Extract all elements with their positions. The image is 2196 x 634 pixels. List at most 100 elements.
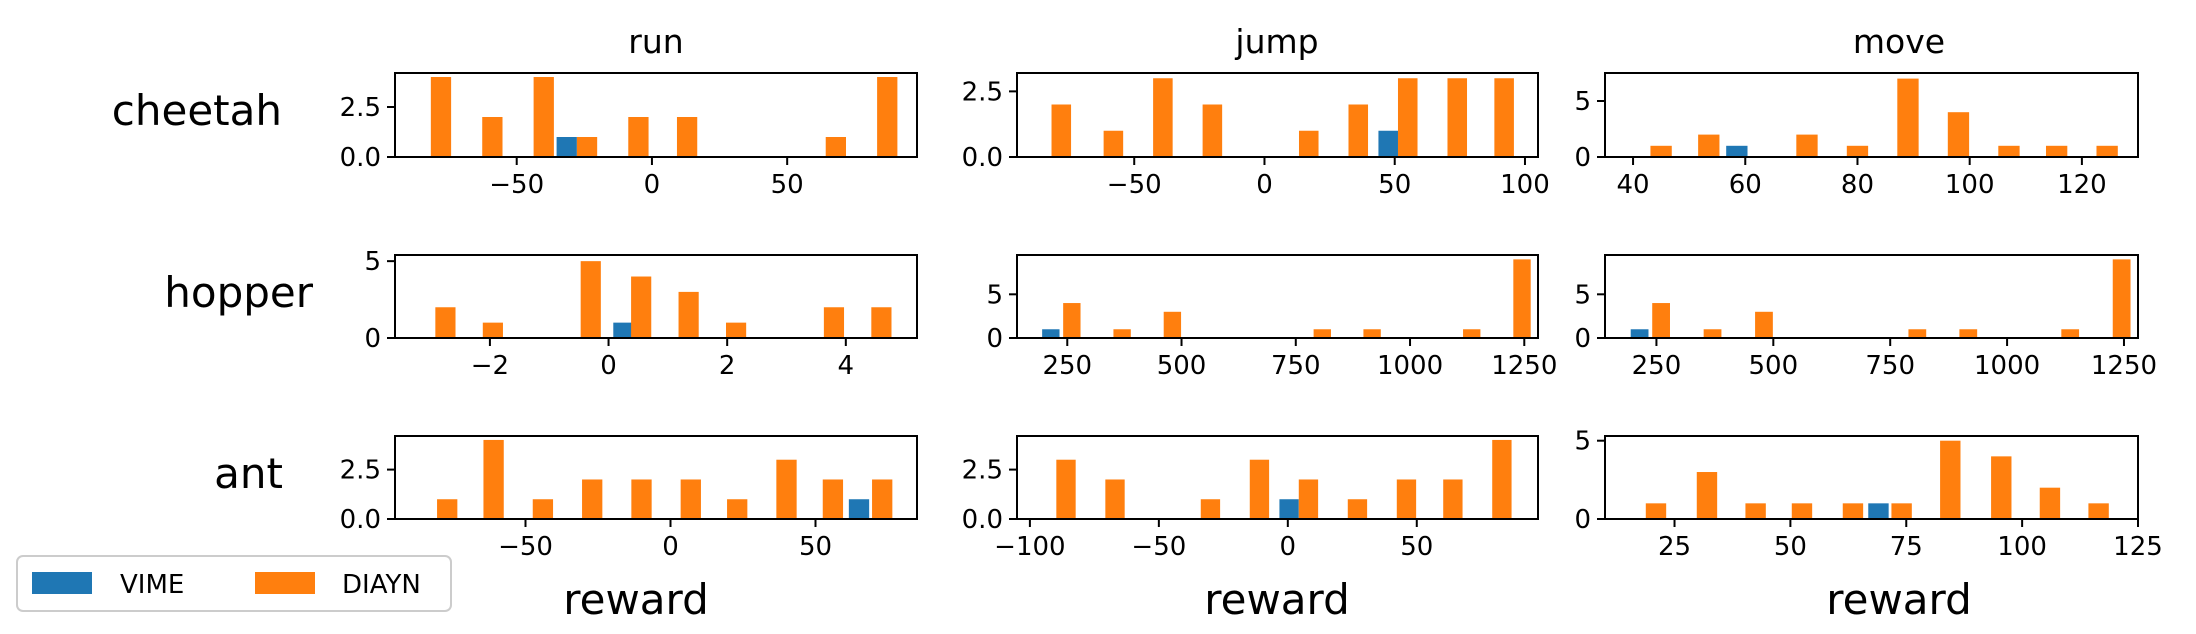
column-title-jump: jump xyxy=(1234,22,1318,61)
panel-ant-move: 25 50 75 100 125 0 5 xyxy=(1574,427,2162,562)
bar-diayn xyxy=(1991,456,2012,519)
bar-diayn xyxy=(1998,145,2020,157)
bar-diayn xyxy=(1103,130,1124,157)
row-label-ant: ant xyxy=(214,449,283,498)
x-axis-label-move: reward xyxy=(1826,575,1971,624)
bar-diayn xyxy=(1153,78,1173,157)
x-tick-label: 0 xyxy=(662,532,679,562)
panel-cheetah-run: −50 0 50 0.0 2.5 xyxy=(340,72,918,200)
bar-diayn xyxy=(825,137,846,157)
panel-ant-jump: −100 −50 0 50 0.0 2.5 xyxy=(962,435,1539,562)
bar-diayn xyxy=(532,499,554,519)
x-tick-label: 100 xyxy=(1500,170,1550,200)
bar-diayn xyxy=(1051,104,1072,157)
bar-diayn xyxy=(580,261,601,338)
bar-diayn xyxy=(1396,479,1417,519)
axes-frame xyxy=(1016,72,1539,158)
bar-diayn xyxy=(1298,479,1319,519)
y-tick-label: 2.5 xyxy=(962,456,1003,486)
x-tick-label: −50 xyxy=(1107,170,1162,200)
bar-diayn xyxy=(2096,145,2118,157)
y-tick-label: 5 xyxy=(1574,280,1591,310)
legend-swatch-vime xyxy=(32,572,92,594)
axes-frame xyxy=(1604,72,2139,158)
x-tick-label: 0 xyxy=(644,170,661,200)
bar-diayn xyxy=(1891,503,1912,519)
y-tick-label: 0 xyxy=(986,324,1003,354)
bar-diayn xyxy=(727,499,748,519)
y-tick-label: 2.5 xyxy=(340,456,381,486)
bar-diayn xyxy=(1347,499,1368,519)
bar-diayn xyxy=(1842,503,1864,519)
bar-diayn xyxy=(1113,329,1131,338)
row-label-cheetah: cheetah xyxy=(112,86,282,135)
x-axis-label-jump: reward xyxy=(1204,575,1349,624)
axes-frame xyxy=(1604,254,2139,339)
bar-diayn xyxy=(1348,104,1369,157)
y-tick-label: 5 xyxy=(1574,427,1591,457)
x-tick-label: 250 xyxy=(1042,351,1092,381)
legend-swatch-diayn xyxy=(255,572,315,594)
x-tick-label: 1250 xyxy=(2091,351,2157,381)
bar-diayn xyxy=(483,439,504,519)
x-tick-label: 80 xyxy=(1841,170,1874,200)
bar-diayn xyxy=(676,117,698,157)
bar-diayn xyxy=(1298,130,1319,157)
x-tick-label: 500 xyxy=(1157,351,1207,381)
bar-vime xyxy=(1378,130,1398,157)
x-tick-label: 100 xyxy=(1945,170,1995,200)
x-tick-label: 50 xyxy=(771,170,804,200)
bar-diayn xyxy=(1650,145,1672,157)
y-tick-label: 2.5 xyxy=(340,93,381,123)
x-tick-label: 0 xyxy=(600,351,617,381)
bar-diayn xyxy=(1846,145,1869,157)
x-tick-label: 120 xyxy=(2057,170,2107,200)
bar-diayn xyxy=(1063,303,1081,338)
bar-diayn xyxy=(1696,472,1718,519)
bar-diayn xyxy=(1163,311,1182,338)
x-tick-label: 60 xyxy=(1729,170,1762,200)
y-tick-label: 0 xyxy=(364,324,381,354)
bar-diayn xyxy=(631,479,652,519)
axes-frame xyxy=(1016,435,1539,520)
x-tick-label: 125 xyxy=(2113,532,2163,562)
legend-label-vime: VIME xyxy=(120,570,184,600)
x-tick-label: 250 xyxy=(1632,351,1682,381)
x-tick-label: 0 xyxy=(1256,170,1273,200)
bar-diayn xyxy=(1200,499,1221,519)
bar-diayn xyxy=(1056,459,1076,519)
x-tick-label: −50 xyxy=(489,170,544,200)
bar-diayn xyxy=(1703,329,1722,338)
y-tick-label: 0.0 xyxy=(962,143,1003,173)
bar-diayn xyxy=(1249,459,1270,519)
bar-diayn xyxy=(1796,134,1818,157)
x-tick-label: 0 xyxy=(1280,532,1297,562)
panel-cheetah-move: 40 60 80 100 120 0 5 xyxy=(1574,72,2139,200)
bar-diayn xyxy=(482,117,503,157)
x-tick-label: 4 xyxy=(838,351,855,381)
bar-vime xyxy=(1630,329,1649,338)
x-tick-label: −50 xyxy=(1131,532,1186,562)
axes-frame xyxy=(394,435,918,520)
x-tick-label: 2 xyxy=(719,351,736,381)
bar-diayn xyxy=(680,479,701,519)
bar-diayn xyxy=(437,499,458,519)
bar-diayn xyxy=(1105,479,1125,519)
x-tick-label: −100 xyxy=(994,532,1065,562)
bar-vime xyxy=(1868,503,1889,519)
y-tick-label: 0 xyxy=(1574,143,1591,173)
bar-diayn xyxy=(1363,329,1381,338)
bar-diayn xyxy=(2045,145,2068,157)
bar-diayn xyxy=(726,322,747,338)
bar-diayn xyxy=(1202,104,1223,157)
bar-diayn xyxy=(1645,503,1667,519)
x-tick-label: −2 xyxy=(471,351,509,381)
bar-diayn xyxy=(1755,311,1773,338)
bar-diayn xyxy=(2112,259,2131,338)
panel-hopper-jump: 250 500 750 1000 1250 0 5 xyxy=(986,254,1557,381)
legend-label-diayn: DIAYN xyxy=(342,570,421,600)
bar-diayn xyxy=(872,479,893,519)
bar-diayn xyxy=(1791,503,1813,519)
bar-diayn xyxy=(1652,303,1670,338)
